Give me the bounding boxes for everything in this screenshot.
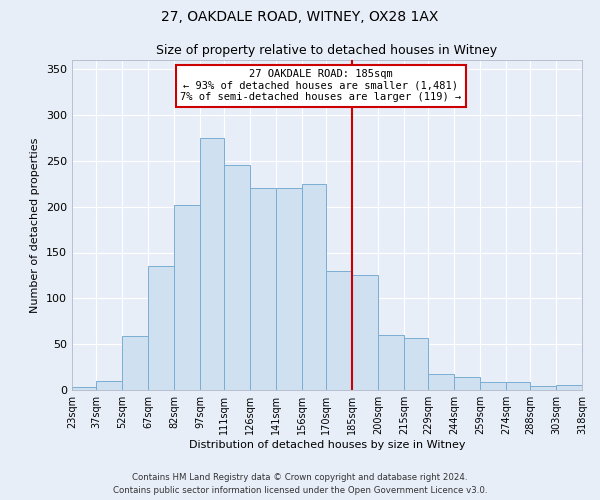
- Bar: [454, 377, 480, 390]
- Bar: [148, 266, 174, 390]
- Bar: [378, 335, 404, 390]
- Bar: [582, 388, 600, 390]
- Bar: [480, 382, 506, 390]
- Bar: [96, 381, 122, 390]
- Bar: [428, 374, 454, 390]
- Bar: [276, 188, 302, 390]
- Bar: [174, 205, 200, 390]
- Bar: [404, 338, 428, 390]
- Title: Size of property relative to detached houses in Witney: Size of property relative to detached ho…: [157, 44, 497, 58]
- Bar: [352, 276, 378, 390]
- Text: 27, OAKDALE ROAD, WITNEY, OX28 1AX: 27, OAKDALE ROAD, WITNEY, OX28 1AX: [161, 10, 439, 24]
- X-axis label: Distribution of detached houses by size in Witney: Distribution of detached houses by size …: [189, 440, 465, 450]
- Bar: [250, 188, 276, 390]
- Bar: [506, 382, 530, 390]
- Y-axis label: Number of detached properties: Number of detached properties: [31, 138, 40, 312]
- Bar: [224, 166, 250, 390]
- Bar: [326, 271, 352, 390]
- Bar: [302, 184, 326, 390]
- Bar: [530, 386, 556, 390]
- Bar: [556, 384, 582, 390]
- Bar: [200, 138, 224, 390]
- Text: 27 OAKDALE ROAD: 185sqm
← 93% of detached houses are smaller (1,481)
7% of semi-: 27 OAKDALE ROAD: 185sqm ← 93% of detache…: [181, 69, 461, 102]
- Text: Contains HM Land Registry data © Crown copyright and database right 2024.
Contai: Contains HM Land Registry data © Crown c…: [113, 474, 487, 495]
- Bar: [72, 387, 96, 390]
- Bar: [122, 336, 148, 390]
